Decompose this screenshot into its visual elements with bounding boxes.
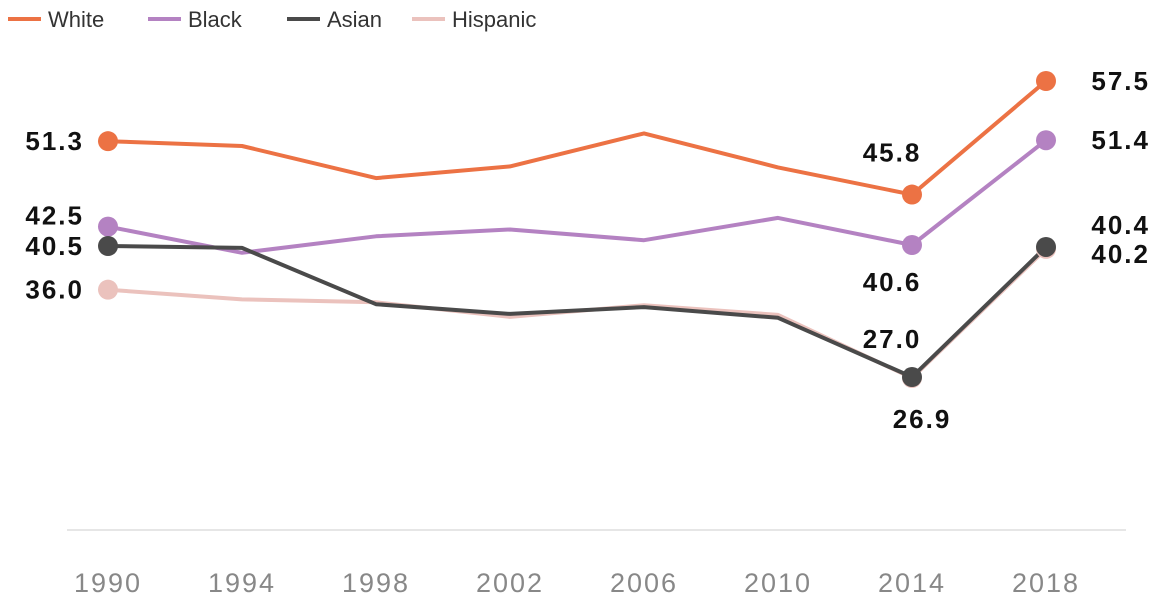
value-label-white-1990: 51.3 <box>25 126 84 156</box>
value-label-asian-1990: 40.5 <box>25 231 84 261</box>
x-tick-label: 1998 <box>342 568 410 598</box>
point-black-2014 <box>902 235 922 256</box>
legend-label-black: Black <box>188 7 243 32</box>
point-white-2014 <box>902 184 922 205</box>
value-label-hispanic-2014: 26.9 <box>893 404 952 434</box>
x-tick-label: 2014 <box>878 568 946 598</box>
x-tick-label: 1994 <box>208 568 276 598</box>
value-label-asian-2018: 40.4 <box>1091 210 1150 240</box>
legend-label-hispanic: Hispanic <box>452 7 536 32</box>
value-label-asian-2014: 27.0 <box>863 324 922 354</box>
series-lines <box>106 79 1048 380</box>
value-label-hispanic-2018: 40.2 <box>1091 239 1150 269</box>
value-label-white-2018: 57.5 <box>1091 66 1150 96</box>
point-white-2018 <box>1036 71 1056 91</box>
value-label-black-1990: 42.5 <box>25 201 84 231</box>
x-tick-label: 2006 <box>610 568 678 598</box>
point-asian-2014 <box>902 367 922 388</box>
legend-label-white: White <box>48 7 104 32</box>
x-axis-ticks: 1990 1994 1998 2002 2006 2010 2014 2018 <box>74 568 1080 598</box>
point-asian-2018 <box>1036 236 1056 257</box>
point-hispanic-1990 <box>98 279 118 300</box>
x-tick-label: 2018 <box>1012 568 1080 598</box>
value-label-hispanic-1990: 36.0 <box>25 275 84 305</box>
point-asian-1990 <box>98 236 118 256</box>
point-white-1990 <box>98 131 118 152</box>
series-line-asian <box>106 244 1048 379</box>
value-labels: 51.3 42.540.5 36.0 45.8 40.6 27.0 26.9 57.5 51.4… <box>25 66 1150 434</box>
value-label-black-2018: 51.4 <box>1091 125 1150 155</box>
x-tick-label: 1990 <box>74 568 142 598</box>
point-black-2018 <box>1036 130 1056 151</box>
series-line-black <box>106 138 1048 255</box>
value-label-black-2014: 40.6 <box>863 267 922 297</box>
series-line-white <box>106 79 1048 197</box>
value-label-white-2014: 45.8 <box>863 138 922 168</box>
legend: White Black Asian Hispanic <box>8 7 536 32</box>
endpoint-markers <box>98 71 1056 388</box>
point-black-1990 <box>98 216 118 237</box>
x-tick-label: 2002 <box>476 568 544 598</box>
x-tick-label: 2010 <box>744 568 812 598</box>
legend-label-asian: Asian <box>327 7 382 32</box>
